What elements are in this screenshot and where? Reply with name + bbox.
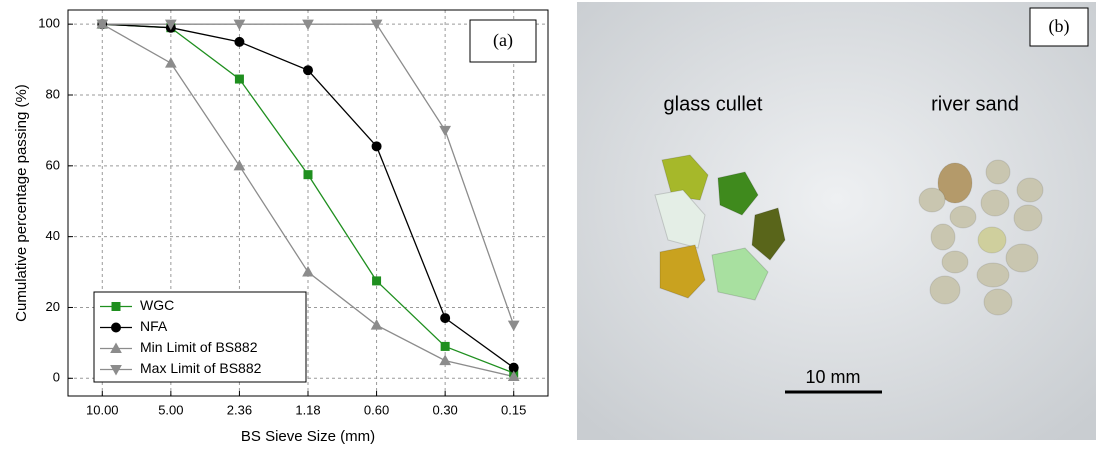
- data-point: [440, 356, 450, 365]
- data-point: [509, 321, 519, 330]
- photo-label: glass cullet: [664, 93, 763, 115]
- x-axis-title: BS Sieve Size (mm): [241, 428, 375, 445]
- data-point: [235, 37, 244, 46]
- chart: Cumulative percentage passing (%) BS Sie…: [13, 10, 548, 445]
- data-point: [235, 75, 243, 83]
- legend-label: WGC: [140, 297, 174, 313]
- data-point: [303, 267, 313, 276]
- legend-label: Min Limit of BS882: [140, 339, 258, 355]
- chart-title: (a): [493, 30, 513, 51]
- data-point: [372, 320, 382, 329]
- data-point: [372, 142, 381, 151]
- y-tick-label: 100: [38, 16, 60, 31]
- figure: (b) glass cullet river sand 10 mm: [0, 0, 1098, 445]
- y-tick-label: 0: [53, 370, 60, 385]
- y-axis-title: Cumulative percentage passing (%): [13, 84, 30, 322]
- panel-label: (b): [1049, 16, 1070, 37]
- data-point: [304, 66, 313, 75]
- x-tick-label: 2.36: [227, 402, 252, 417]
- y-tick-label: 60: [46, 157, 60, 172]
- data-point: [440, 126, 450, 135]
- data-point: [441, 314, 450, 323]
- y-tick-label: 40: [46, 228, 60, 243]
- legend-label: Max Limit of BS882: [140, 360, 262, 376]
- data-point: [441, 342, 449, 350]
- legend-marker: [112, 323, 121, 332]
- photo-label: river sand: [931, 93, 1019, 115]
- x-tick-label: 10.00: [86, 402, 119, 417]
- x-tick-label: 1.18: [295, 402, 320, 417]
- x-tick-label: 0.15: [501, 402, 526, 417]
- data-point: [304, 171, 312, 179]
- x-tick-label: 5.00: [158, 402, 183, 417]
- y-tick-label: 20: [46, 299, 60, 314]
- legend-marker: [112, 303, 120, 311]
- x-tick-label: 0.30: [432, 402, 457, 417]
- y-tick-label: 80: [46, 86, 60, 101]
- scale-bar-label: 10 mm: [805, 367, 860, 387]
- data-point: [166, 58, 176, 67]
- legend-label: NFA: [140, 318, 168, 334]
- page: (b) glass cullet river sand 10 mm: [0, 0, 1098, 450]
- photo-panel: (b) glass cullet river sand 10 mm: [577, 2, 1096, 440]
- x-tick-label: 0.60: [364, 402, 389, 417]
- data-point: [373, 277, 381, 285]
